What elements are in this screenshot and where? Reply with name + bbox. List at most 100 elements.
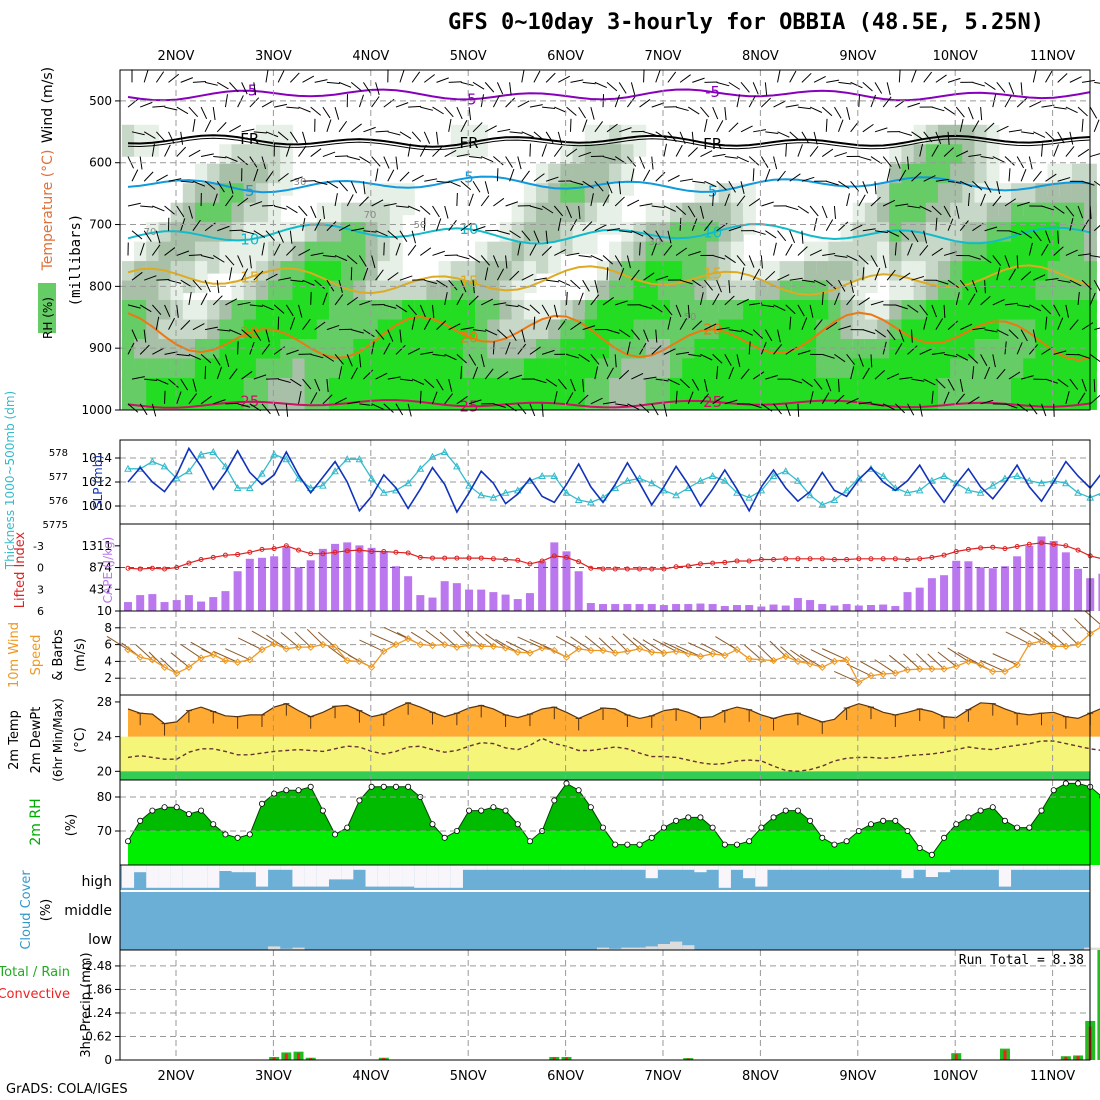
rh-shading-cell — [767, 377, 781, 410]
wind-barb — [253, 131, 267, 134]
wind-barb — [651, 304, 663, 313]
wind-barb — [216, 280, 220, 294]
wind-barb — [618, 181, 622, 195]
cape-bar — [525, 593, 534, 611]
wind-barb — [399, 378, 413, 382]
wind-barb — [736, 298, 749, 306]
wind-barb — [139, 304, 152, 313]
wind-barb — [521, 131, 534, 138]
wind-barb — [618, 369, 630, 380]
wind-barb — [736, 354, 741, 368]
cape-bar — [915, 587, 924, 611]
wind-barb — [351, 227, 365, 232]
li-marker — [417, 554, 423, 560]
wind-speed-marker — [331, 643, 339, 651]
rh2m-marker — [1062, 780, 1069, 787]
wind-barb — [212, 255, 225, 263]
wind-barb — [578, 353, 590, 363]
rh2m-marker — [624, 841, 631, 848]
wind-speed-marker — [574, 645, 583, 653]
surface-wind-barb — [622, 633, 640, 650]
wind-barb — [590, 254, 603, 262]
cape-bar — [331, 543, 340, 611]
wind-barb — [346, 194, 354, 207]
wind-barb — [204, 326, 218, 331]
wind-barb — [822, 353, 835, 359]
wind-barb — [606, 367, 614, 380]
wind-barb — [919, 143, 924, 157]
wind-barb — [164, 144, 171, 157]
surface-wind-barb — [237, 637, 263, 651]
wind-barb — [825, 279, 837, 290]
wind-speed-marker — [1013, 661, 1021, 669]
wind-barb — [460, 326, 474, 331]
wind-barb — [663, 304, 673, 316]
wind-axis-label: Wind (m/s) — [40, 67, 56, 143]
wind-barb — [655, 378, 669, 382]
cloud-high-bar — [937, 865, 951, 873]
wind-barb — [712, 396, 724, 405]
cloud-high-bar — [121, 865, 135, 888]
wind-barb — [346, 255, 358, 265]
wind-barb — [229, 82, 239, 93]
wind-barb — [1090, 254, 1100, 258]
wind-barb — [846, 106, 851, 120]
wind-barb — [436, 218, 442, 231]
wind-barb — [1053, 350, 1067, 355]
rh2m-marker — [758, 824, 765, 831]
wind-barb — [643, 69, 645, 83]
rh-shading-cell — [1084, 377, 1097, 410]
wind-barb — [1093, 379, 1096, 393]
wind-barb — [931, 145, 939, 157]
li-line — [127, 542, 1100, 570]
wind-speed-marker — [599, 646, 607, 655]
wind-barb — [557, 131, 563, 145]
wind-barb — [156, 279, 170, 281]
li-tick-label: -3 — [33, 540, 44, 553]
cloud-high-bar — [718, 865, 731, 888]
wind-barb — [338, 120, 348, 133]
surface-wind-barb — [642, 639, 665, 654]
rh-shading-cell — [280, 163, 294, 196]
surface-wind-barb — [464, 630, 482, 647]
wind-barb — [131, 376, 145, 380]
wind-barb — [764, 329, 773, 342]
wind-barb — [399, 131, 412, 140]
wind-barb — [468, 295, 479, 306]
wind-barb — [265, 69, 269, 83]
wind-barb — [180, 131, 184, 145]
cloud-high-bar — [487, 865, 500, 870]
wind-barb — [630, 168, 635, 182]
li-marker — [283, 543, 289, 549]
cloud-high-bar — [767, 865, 780, 870]
rh-shading-cell — [633, 377, 647, 410]
wind-speed-marker — [1037, 637, 1046, 645]
wind-speed-marker — [891, 669, 900, 677]
wind-barb — [712, 293, 720, 306]
wind-barb — [594, 121, 604, 133]
pressure-tick-label: 900 — [89, 341, 112, 355]
surface-wind-barb — [937, 651, 957, 667]
rh-shading-cell — [1059, 377, 1073, 410]
wind-barb — [362, 267, 369, 281]
li-marker — [734, 558, 740, 564]
wind-barb — [846, 255, 859, 262]
thickness-tick-label: 576 — [49, 496, 68, 507]
rh-shading-cell — [621, 377, 635, 410]
wind-barb — [619, 230, 633, 233]
wind-barb — [874, 181, 877, 195]
rh2m-marker — [1014, 824, 1021, 831]
rh-shading-cell — [1023, 377, 1037, 410]
wind-barb — [712, 106, 719, 120]
wind-barb — [484, 82, 495, 93]
x-tick-label-top: 8NOV — [742, 49, 779, 64]
wind-barb — [996, 181, 1001, 195]
rh2m-marker — [673, 817, 680, 824]
cape-bar — [1098, 573, 1100, 611]
wind-barb — [541, 205, 554, 214]
cape-bar — [745, 605, 754, 611]
precip-convective-bar — [297, 1052, 301, 1060]
wind-barb — [213, 156, 227, 159]
wind-barb — [570, 378, 576, 392]
rh2m-marker — [563, 780, 570, 787]
